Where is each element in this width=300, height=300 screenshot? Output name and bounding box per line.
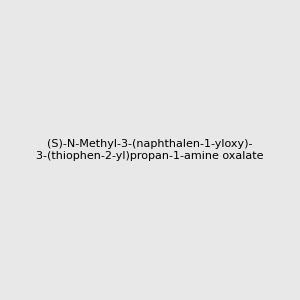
Text: (S)-N-Methyl-3-(naphthalen-1-yloxy)-
3-(thiophen-2-yl)propan-1-amine oxalate: (S)-N-Methyl-3-(naphthalen-1-yloxy)- 3-(…: [36, 139, 264, 161]
